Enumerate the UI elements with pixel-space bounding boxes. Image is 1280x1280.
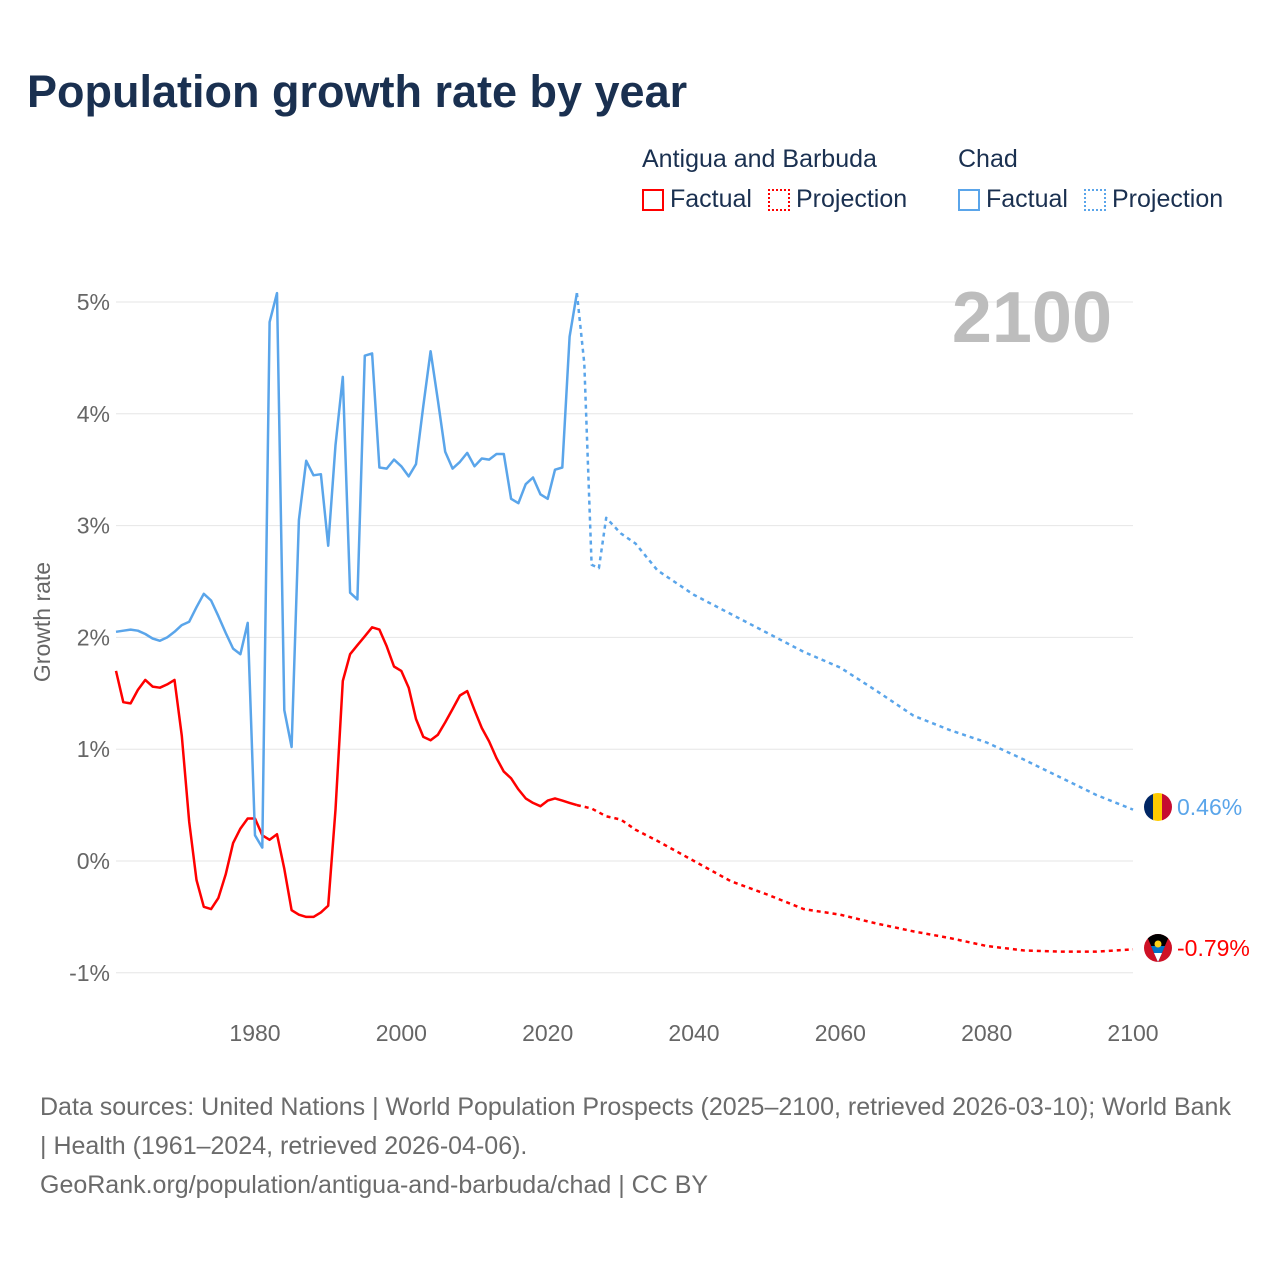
x-tick-label: 2020 [522, 1020, 573, 1046]
legend-antigua[interactable]: Antigua and Barbuda Factual Projection [642, 145, 907, 214]
chad-factual-line [115, 291, 579, 849]
y-tick-label: 4% [77, 401, 110, 427]
x-tick-label: 2060 [815, 1020, 866, 1046]
legend-label: Projection [795, 185, 908, 213]
legend-group-name: Chad [958, 145, 1018, 173]
chart-title: Population growth rate by year [27, 66, 688, 117]
legend-antigua-projection[interactable]: Projection [767, 185, 908, 214]
x-tick-label: 2000 [376, 1020, 427, 1046]
legend-label: Projection [1111, 185, 1224, 213]
legend-antigua-factual[interactable]: Factual [642, 185, 752, 214]
y-tick-label: 2% [77, 624, 110, 650]
attribution-link[interactable]: GeoRank.org/population/antigua-and-barbu… [40, 1171, 709, 1199]
dotted-swatch-icon [1083, 188, 1106, 211]
legend-label: Factual [986, 185, 1068, 213]
x-tick-label: 1980 [229, 1020, 280, 1046]
antigua-factual-line [114, 626, 578, 919]
chad-flag-icon [1144, 793, 1172, 821]
antigua-projection-line [576, 803, 1134, 953]
legend-chad[interactable]: Chad Factual Projection [958, 145, 1223, 214]
y-tick-label: 0% [77, 848, 110, 874]
antigua-flag-icon [1144, 934, 1172, 962]
footer: Data sources: United Nations | World Pop… [40, 1088, 1240, 1205]
solid-swatch-icon [958, 188, 980, 211]
dotted-swatch-icon [767, 188, 790, 211]
legend-group-name: Antigua and Barbuda [642, 145, 877, 173]
y-tick-label: 5% [77, 289, 110, 315]
legend-chad-projection[interactable]: Projection [1083, 185, 1224, 214]
legend-chad-factual[interactable]: Factual [958, 185, 1068, 214]
chad-projection-line [575, 292, 1134, 811]
y-tick-label: 1% [77, 736, 110, 762]
data-sources: Data sources: United Nations | World Pop… [40, 1093, 1231, 1160]
chart-plot: -1% 0% 1% 2% 3% 4% 5% 1980 2000 2020 2040 2060 2080 2… [29, 278, 1250, 1046]
legend-label: Factual [670, 185, 752, 213]
chad-end-label: 0.46% [1177, 794, 1242, 820]
x-tick-label: 2100 [1107, 1020, 1158, 1046]
y-axis-label: Growth rate [29, 562, 55, 682]
y-tick-label: -1% [69, 960, 110, 986]
year-label: 2100 [952, 278, 1112, 358]
antigua-end-label: -0.79% [1177, 935, 1250, 961]
solid-swatch-icon [642, 188, 664, 211]
y-tick-label: 3% [77, 513, 110, 539]
x-tick-label: 2040 [668, 1020, 719, 1046]
x-tick-label: 2080 [961, 1020, 1012, 1046]
